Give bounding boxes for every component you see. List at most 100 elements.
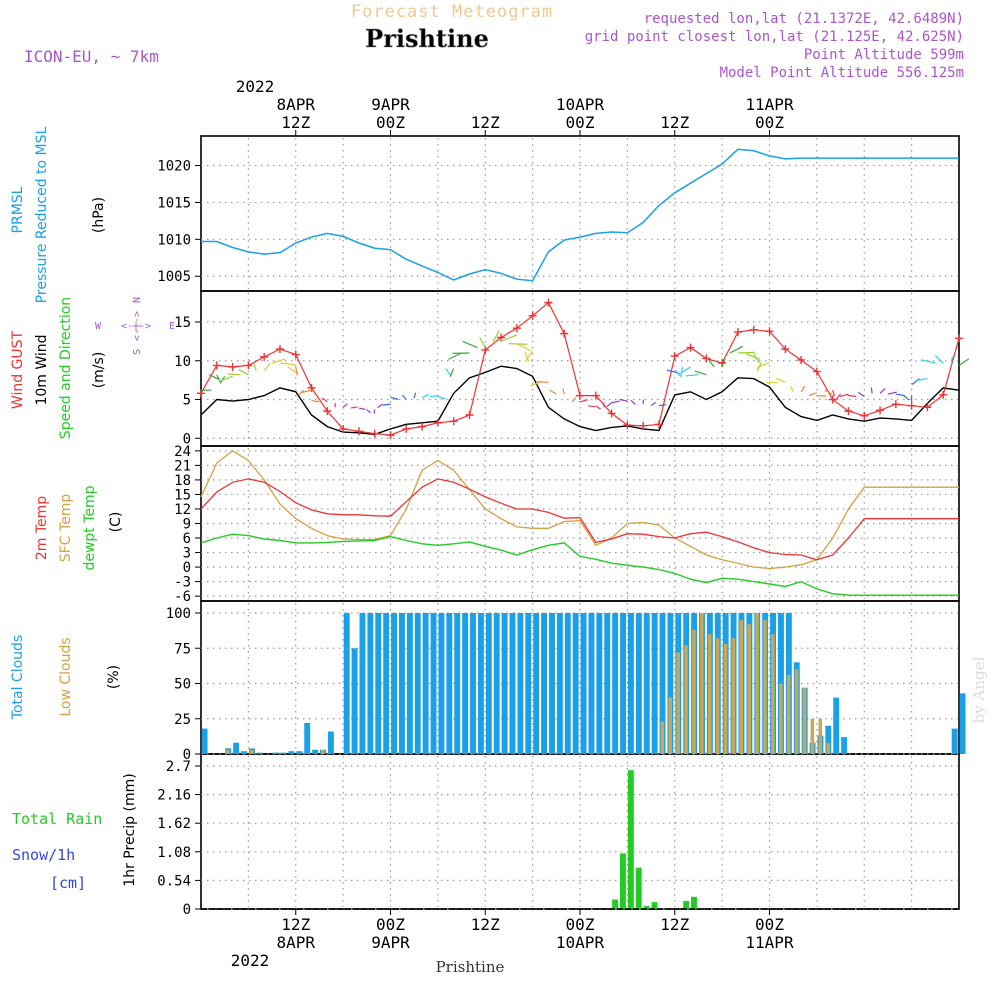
wind-arrow <box>579 399 588 403</box>
low-cloud-bar <box>707 634 712 754</box>
temperature-labels: 2m Temp SFC Temp dewpt Temp (C) <box>34 485 124 570</box>
total-cloud-bar <box>233 742 240 754</box>
pressure-label-2: Pressure Reduced to MSL <box>34 126 50 303</box>
top-day-label: 11APR <box>745 95 794 114</box>
total-cloud-bar <box>841 737 848 754</box>
y-tick-label: 18 <box>174 473 191 489</box>
wind-arrow <box>571 397 577 403</box>
bottom-day-label: 10APR <box>556 933 605 952</box>
gust-marker <box>765 327 774 336</box>
gust-marker <box>891 400 900 409</box>
wind-arrow <box>756 361 770 369</box>
gust-marker <box>607 409 616 418</box>
bottom-hour-label: 12Z <box>471 915 500 934</box>
wind-arrow <box>775 377 786 383</box>
credit-watermark: by Angel <box>970 656 988 723</box>
wind-arrow <box>301 389 312 394</box>
total-cloud-bar <box>643 613 650 754</box>
gust-marker <box>512 324 521 333</box>
total-cloud-bar <box>359 613 366 754</box>
wind-arrow <box>525 351 534 362</box>
gust-marker <box>749 325 758 334</box>
top-hour-label: 12Z <box>471 113 500 132</box>
total-cloud-bar <box>304 722 311 754</box>
gust-marker <box>370 429 379 438</box>
wind-arrow <box>437 395 446 400</box>
gust-marker <box>418 422 427 431</box>
gust-marker <box>576 391 584 400</box>
wind-arrow <box>321 397 328 403</box>
y-tick-label: 2.16 <box>157 788 191 804</box>
wind-arrow <box>658 404 667 407</box>
wind-arrow <box>950 356 953 366</box>
total-cloud-bar <box>959 693 966 754</box>
wind-arrow <box>366 409 371 414</box>
low-cloud-bar <box>249 749 254 754</box>
low-cloud-bar <box>802 687 807 754</box>
precip-labels: Total Rain Snow/1h [cm] 1hr Precip (mm) <box>12 773 138 892</box>
compass-south: S <box>132 349 143 355</box>
total-cloud-bar <box>549 613 555 754</box>
low-cloud-bar <box>771 634 775 754</box>
sfc-temp-line <box>200 450 959 570</box>
wind-arrow <box>921 359 936 364</box>
gust-marker <box>591 391 600 400</box>
y-tick-label: -3 <box>174 575 191 591</box>
total-cloud-bar <box>659 613 666 754</box>
wind-label-10m: 10m Wind <box>34 334 50 405</box>
rain-bar <box>643 905 650 909</box>
rain-bar <box>691 896 697 909</box>
bottom-day-label: 11APR <box>745 933 794 952</box>
low-cloud-bar <box>660 721 665 754</box>
compass-arrows-h: <-|-> <box>121 321 151 332</box>
wind-arrow <box>934 354 944 364</box>
rain-bar <box>627 770 634 909</box>
wind-arrow <box>680 366 691 374</box>
compass-north: N <box>132 297 143 303</box>
wind-arrow <box>208 374 220 380</box>
total-cloud-bar <box>422 613 429 754</box>
cloud-labels: Total Clouds Low Clouds (%) <box>10 635 122 720</box>
gust-marker <box>955 334 963 343</box>
gust-marker <box>275 345 284 354</box>
wind-arrow <box>911 378 920 385</box>
temp-label-2m: 2m Temp <box>34 496 50 560</box>
gust-marker <box>386 431 395 440</box>
cloud-label-low: Low Clouds <box>58 637 74 716</box>
total-cloud-bar <box>430 613 437 754</box>
wind-arrow <box>847 394 857 397</box>
gust-marker <box>544 298 553 307</box>
wind-arrow <box>753 353 760 364</box>
wind-arrow <box>295 366 298 376</box>
total-cloud-bar <box>501 613 508 754</box>
top-hour-label: 00Z <box>755 113 784 132</box>
total-cloud-bar <box>398 613 405 754</box>
y-tick-label: 1015 <box>157 195 191 211</box>
compass-arrows-v: <-|-> <box>132 311 143 341</box>
total-cloud-bar <box>596 613 603 754</box>
grid-layer <box>195 138 959 910</box>
wind-arrow <box>500 334 518 342</box>
gust-marker <box>354 427 363 436</box>
low-cloud-bar <box>826 742 830 754</box>
wind-arrow <box>857 391 865 397</box>
gust-marker <box>939 390 948 399</box>
wind-arrow <box>536 380 549 384</box>
y-tick-label: 0 <box>183 560 191 576</box>
top-hour-label: 00Z <box>376 113 405 132</box>
total-cloud-bar <box>296 751 303 754</box>
total-cloud-bar <box>541 613 548 754</box>
y-tick-label: 75 <box>174 641 191 657</box>
total-cloud-bar <box>580 613 587 754</box>
wind-arrow <box>448 352 462 360</box>
total-cloud-bar <box>312 749 319 754</box>
low-cloud-bar <box>739 620 744 754</box>
total-cloud-bar <box>951 728 958 754</box>
gridpoint-coords: grid point closest lon,lat (21.125E, 42.… <box>585 29 964 45</box>
low-cloud-bar <box>778 683 783 754</box>
total-cloud-bar <box>667 613 674 754</box>
gust-marker <box>702 354 711 363</box>
y-tick-label: 6 <box>183 531 191 547</box>
